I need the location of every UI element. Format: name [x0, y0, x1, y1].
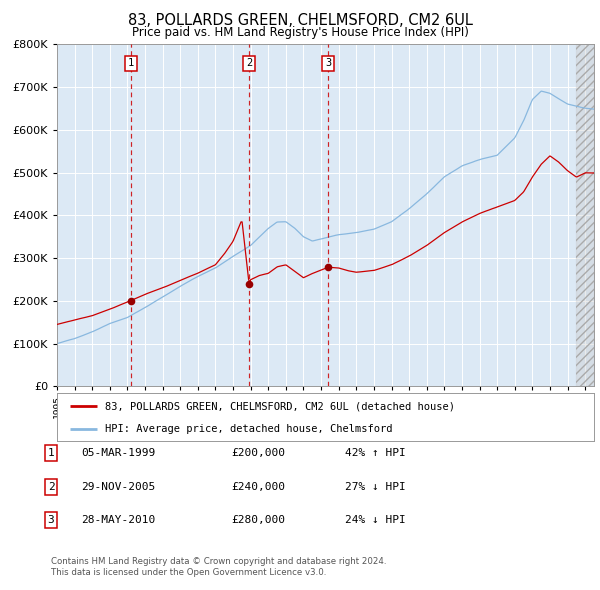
Text: 24% ↓ HPI: 24% ↓ HPI [345, 516, 406, 525]
Text: HPI: Average price, detached house, Chelmsford: HPI: Average price, detached house, Chel… [106, 424, 393, 434]
Text: 27% ↓ HPI: 27% ↓ HPI [345, 482, 406, 491]
Text: 83, POLLARDS GREEN, CHELMSFORD, CM2 6UL (detached house): 83, POLLARDS GREEN, CHELMSFORD, CM2 6UL … [106, 401, 455, 411]
Text: 83, POLLARDS GREEN, CHELMSFORD, CM2 6UL: 83, POLLARDS GREEN, CHELMSFORD, CM2 6UL [128, 13, 472, 28]
Text: 2: 2 [47, 482, 55, 491]
Text: 1: 1 [47, 448, 55, 458]
Text: Price paid vs. HM Land Registry's House Price Index (HPI): Price paid vs. HM Land Registry's House … [131, 26, 469, 39]
Text: 1: 1 [127, 58, 134, 68]
Text: 28-MAY-2010: 28-MAY-2010 [81, 516, 155, 525]
Text: £280,000: £280,000 [231, 516, 285, 525]
Bar [577, 44, 594, 386]
Text: 2: 2 [246, 58, 252, 68]
Text: Contains HM Land Registry data © Crown copyright and database right 2024.: Contains HM Land Registry data © Crown c… [51, 558, 386, 566]
Text: £200,000: £200,000 [231, 448, 285, 458]
Text: This data is licensed under the Open Government Licence v3.0.: This data is licensed under the Open Gov… [51, 568, 326, 577]
Text: £240,000: £240,000 [231, 482, 285, 491]
Text: 42% ↑ HPI: 42% ↑ HPI [345, 448, 406, 458]
Text: 3: 3 [47, 516, 55, 525]
Text: 3: 3 [325, 58, 331, 68]
Bar [577, 44, 594, 386]
Text: 29-NOV-2005: 29-NOV-2005 [81, 482, 155, 491]
Text: 05-MAR-1999: 05-MAR-1999 [81, 448, 155, 458]
